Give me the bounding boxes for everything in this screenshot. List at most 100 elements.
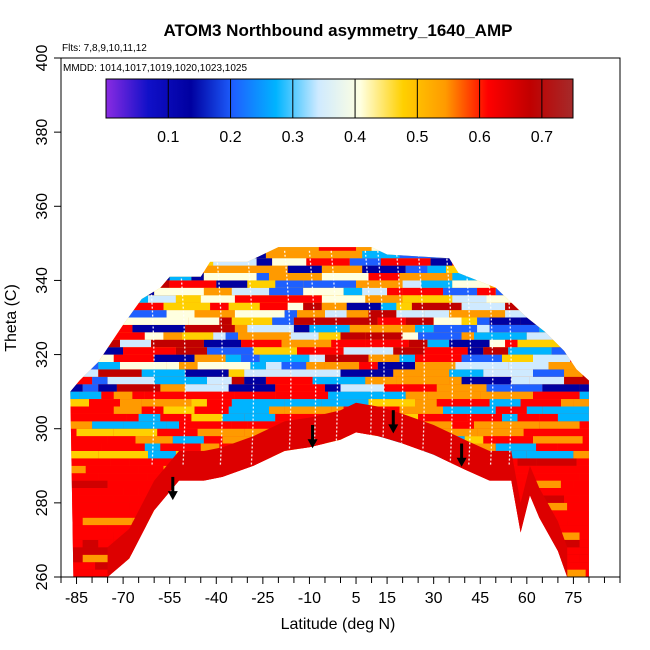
heatmap-cell <box>415 354 462 362</box>
heatmap-cell <box>418 295 453 303</box>
heatmap-cell <box>113 391 133 399</box>
heatmap-cell <box>141 399 192 407</box>
arrow-marker <box>456 443 467 467</box>
heatmap-cell <box>551 347 589 355</box>
heatmap-cell <box>82 554 133 563</box>
heatmap-cell <box>129 495 142 503</box>
heatmap-cell <box>436 510 471 518</box>
heatmap-cell <box>287 495 313 503</box>
heatmap-cell <box>85 302 117 311</box>
heatmap-cell <box>113 428 158 437</box>
heatmap-cell <box>418 247 434 251</box>
heatmap-cell <box>70 339 108 348</box>
heatmap-cell <box>309 488 322 496</box>
heatmap-cell <box>567 280 589 288</box>
heatmap-cell <box>557 302 589 311</box>
heatmap-cell <box>70 547 102 555</box>
heatmap-cell <box>120 258 133 266</box>
heatmap-cell <box>585 317 589 325</box>
heatmap-cell <box>269 406 285 414</box>
heatmap-cell <box>107 480 145 488</box>
heatmap-cell <box>467 347 484 355</box>
heatmap-cell <box>95 510 133 518</box>
heatmap-cell <box>470 562 502 570</box>
heatmap-cell <box>253 569 285 577</box>
heatmap-cell <box>520 399 561 407</box>
heatmap-cell <box>116 280 155 288</box>
heatmap-cell <box>536 480 561 488</box>
heatmap-cell <box>579 539 589 548</box>
trace-line <box>246 250 255 466</box>
heatmap-cell <box>564 369 583 377</box>
heatmap-cell <box>567 554 580 563</box>
heatmap-cell <box>98 384 117 392</box>
heatmap-cell <box>368 443 384 451</box>
heatmap-cell <box>234 324 248 333</box>
heatmap-cell <box>517 339 568 348</box>
heatmap-cell <box>259 554 285 563</box>
heatmap-cell <box>222 495 238 503</box>
heatmap-cell <box>275 391 329 399</box>
heatmap-cell <box>182 488 210 496</box>
heatmap-cell <box>557 443 589 451</box>
heatmap-cell <box>275 413 325 422</box>
heatmap-cell <box>70 406 114 414</box>
heatmap-cell <box>461 539 509 548</box>
heatmap-cell <box>123 488 139 496</box>
heatmap-cell <box>297 480 319 488</box>
heatmap-cell <box>116 384 161 392</box>
flights-note: Flts: 7,8,9,10,11,12 <box>62 43 147 54</box>
heatmap-cell <box>492 247 512 251</box>
heatmap-cell <box>70 539 83 548</box>
heatmap-cell <box>340 384 384 392</box>
heatmap-cell <box>157 250 183 259</box>
heatmap-cell <box>343 443 369 451</box>
heatmap-cell <box>380 539 431 548</box>
heatmap-cell <box>461 332 474 340</box>
heatmap-cell <box>228 369 245 377</box>
y-tick-label: 400 <box>34 45 51 72</box>
y-tick-label: 260 <box>34 564 51 591</box>
heatmap-cell <box>539 324 577 333</box>
heatmap-cell <box>489 280 521 288</box>
heatmap-cell <box>483 258 521 266</box>
heatmap-cell <box>384 384 403 392</box>
heatmap-cell <box>70 428 77 437</box>
heatmap-cell <box>452 421 474 429</box>
heatmap-cell <box>157 547 192 555</box>
heatmap-cell <box>281 362 307 370</box>
heatmap-cell <box>290 332 319 340</box>
heatmap-cell <box>343 495 394 503</box>
heatmap-cell <box>213 480 248 488</box>
heatmap-cell <box>275 384 325 392</box>
heatmap-cell <box>297 347 344 355</box>
heatmap-cell <box>505 310 543 318</box>
heatmap-cell <box>365 532 406 540</box>
heatmap-cell <box>70 421 93 429</box>
y-tick-label: 380 <box>34 119 51 146</box>
heatmap-cell <box>284 554 307 563</box>
heatmap-cell <box>362 287 387 296</box>
heatmap-cell <box>203 287 232 296</box>
heatmap-cell <box>536 443 558 451</box>
heatmap-cell <box>321 302 347 311</box>
heatmap-cell <box>185 324 235 333</box>
heatmap-cell <box>222 488 266 496</box>
heatmap-cell <box>573 399 589 407</box>
heatmap-cell <box>194 406 229 414</box>
heatmap-cell <box>306 554 347 563</box>
heatmap-cell <box>492 465 546 474</box>
heatmap-cell <box>200 295 235 303</box>
heatmap-cell <box>70 436 108 444</box>
heatmap-cell <box>256 495 273 503</box>
heatmap-cell <box>107 273 158 281</box>
heatmap-cell <box>533 369 565 377</box>
heatmap-cell <box>222 517 238 526</box>
heatmap-cell <box>399 354 415 362</box>
heatmap-cell <box>272 495 288 503</box>
heatmap-cell <box>89 413 127 422</box>
heatmap-cell <box>253 465 279 474</box>
heatmap-cell <box>561 428 589 437</box>
heatmap-cell <box>371 517 419 526</box>
heatmap-cell <box>439 480 484 488</box>
